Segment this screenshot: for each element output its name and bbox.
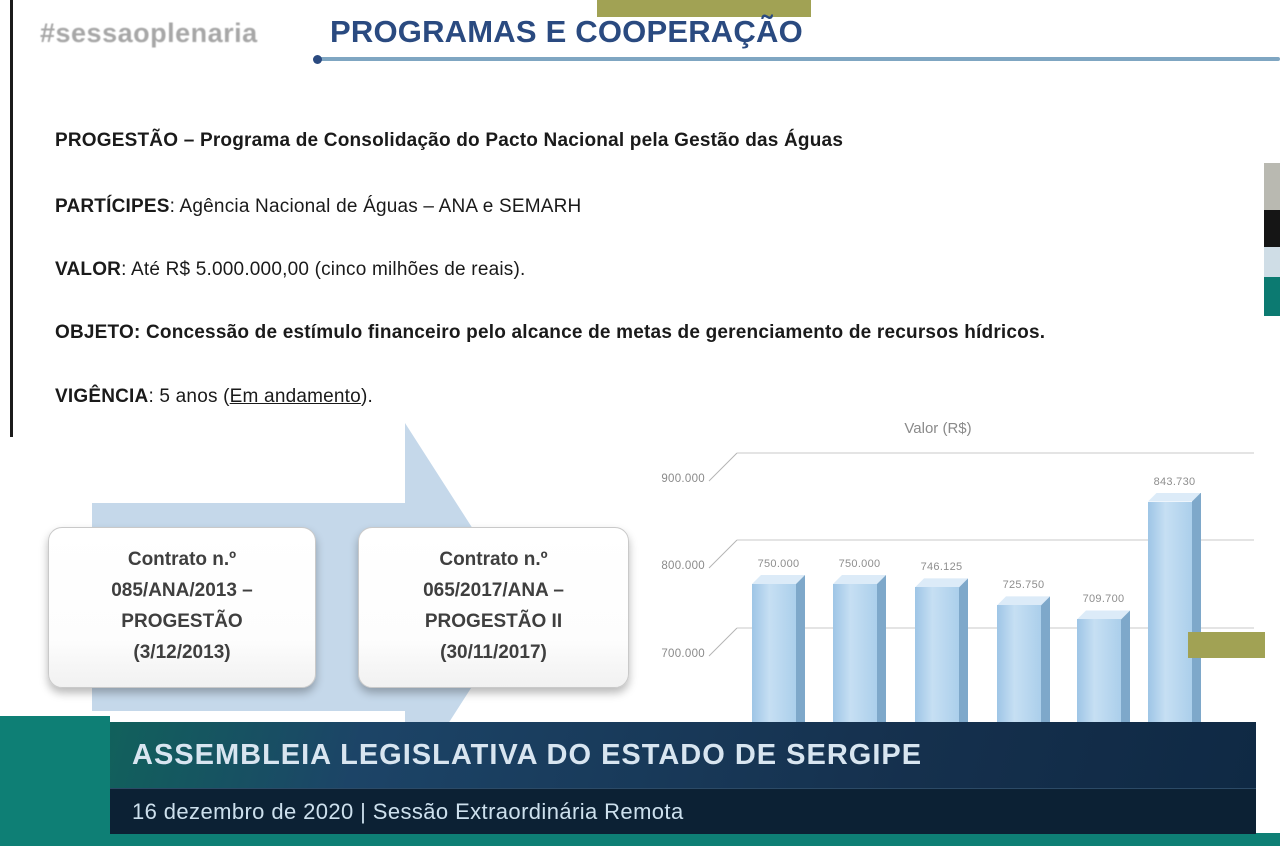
bar-top-face (997, 596, 1050, 606)
contract-line: (3/12/2013) (133, 642, 231, 663)
bar-side-face (1121, 610, 1130, 725)
bar-value-label: 725.750 (1002, 579, 1045, 592)
edge-block-black (1264, 210, 1280, 247)
info-line-progestao: PROGESTÃO – Programa de Consolidação do … (55, 130, 843, 152)
contract-line: 085/ANA/2013 – (111, 580, 253, 601)
info-line-valor: VALOR: Até R$ 5.000.000,00 (cinco milhõe… (55, 259, 526, 281)
contract-line: Contrato n.º (127, 549, 237, 570)
bar (997, 596, 1050, 725)
contract-line: (30/11/2017) (440, 642, 547, 663)
info-label: PARTÍCIPES (55, 196, 170, 217)
contract-line: PROGESTÃO (121, 611, 243, 632)
bar (1077, 610, 1130, 725)
left-teal-block (0, 716, 110, 846)
info-text: – Programa de Consolidação do Pacto Naci… (178, 130, 844, 151)
info-text: : Até R$ 5.000.000,00 (cinco milhões de … (121, 259, 526, 280)
info-text: : Agência Nacional de Águas – ANA e SEMA… (169, 196, 582, 217)
contract-box-progestao-1: Contrato n.º 085/ANA/2013 – PROGESTÃO (3… (48, 527, 316, 688)
contract-line: PROGESTÃO II (424, 611, 563, 632)
bar-top-face (752, 575, 805, 584)
bar (752, 575, 805, 725)
bar-front-face (752, 584, 796, 725)
left-border-line (10, 0, 13, 437)
bar-value-label: 746.125 (920, 561, 963, 574)
bar-value-label: 750.000 (757, 558, 800, 570)
banner-title: ASSEMBLEIA LEGISLATIVA DO ESTADO DE SERG… (110, 722, 1256, 788)
bar-top-face (915, 578, 968, 588)
title-underline-dot (313, 55, 322, 64)
y-axis-tick: 700.000 (661, 648, 705, 660)
hashtag-watermark: #sessaoplenaria (40, 18, 258, 48)
bar-front-face (915, 587, 959, 725)
bar-side-face (1192, 492, 1201, 725)
y-axis-tick: 800.000 (661, 560, 705, 572)
bar-top-face (1148, 492, 1201, 502)
chart-title: Valor (R$) (904, 420, 972, 437)
bottom-teal-strip (0, 833, 1280, 846)
bar-front-face (833, 584, 877, 725)
info-text: : 5 anos ( (148, 386, 230, 407)
bar-side-face (1041, 596, 1050, 725)
info-line-participes: PARTÍCIPES: Agência Nacional de Águas – … (55, 196, 581, 218)
bar-side-face (796, 575, 805, 725)
contract-box-progestao-2: Contrato n.º 065/2017/ANA – PROGESTÃO II… (358, 527, 629, 688)
bar-front-face (997, 605, 1041, 725)
info-line-vigencia: VIGÊNCIA: 5 anos (Em andamento). (55, 386, 373, 408)
edge-block-pale (1264, 247, 1280, 277)
edge-block-teal (1264, 277, 1280, 316)
contract-line: 065/2017/ANA – (423, 580, 564, 601)
bar (1148, 492, 1201, 725)
info-text: ). (360, 386, 373, 407)
footer-banner: ASSEMBLEIA LEGISLATIVA DO ESTADO DE SERG… (110, 722, 1256, 834)
bar-side-face (877, 575, 886, 725)
bar-front-face (1077, 619, 1121, 725)
bar-value-label: 843.730 (1153, 475, 1196, 488)
banner-subtitle: 16 dezembro de 2020 | Sessão Extraordiná… (110, 788, 1256, 834)
olive-right-block (1188, 632, 1265, 658)
info-label: VIGÊNCIA (55, 386, 149, 407)
title-underline (318, 57, 1280, 61)
info-text-underlined: Em andamento (229, 386, 361, 407)
olive-top-block (597, 0, 811, 17)
bar-top-face (833, 575, 886, 584)
info-label: OBJETO (55, 322, 134, 343)
bar-side-face (959, 578, 968, 725)
info-label: PROGESTÃO (55, 130, 179, 151)
bar-front-face (1148, 501, 1192, 725)
contract-line: Contrato n.º (439, 549, 548, 570)
edge-block-gray (1264, 163, 1280, 210)
bar (915, 578, 968, 725)
y-axis-tick: 900.000 (661, 473, 705, 485)
page-title: PROGRAMAS E COOPERAÇÃO (330, 14, 803, 49)
bar-value-label: 709.700 (1082, 593, 1125, 606)
info-label: VALOR (55, 259, 122, 280)
bar (833, 575, 886, 725)
bar-top-face (1077, 610, 1130, 620)
info-text: : Concessão de estímulo financeiro pelo … (133, 322, 1046, 343)
info-line-objeto: OBJETO: Concessão de estímulo financeiro… (55, 322, 1045, 344)
bar-value-label: 750.000 (838, 558, 881, 570)
